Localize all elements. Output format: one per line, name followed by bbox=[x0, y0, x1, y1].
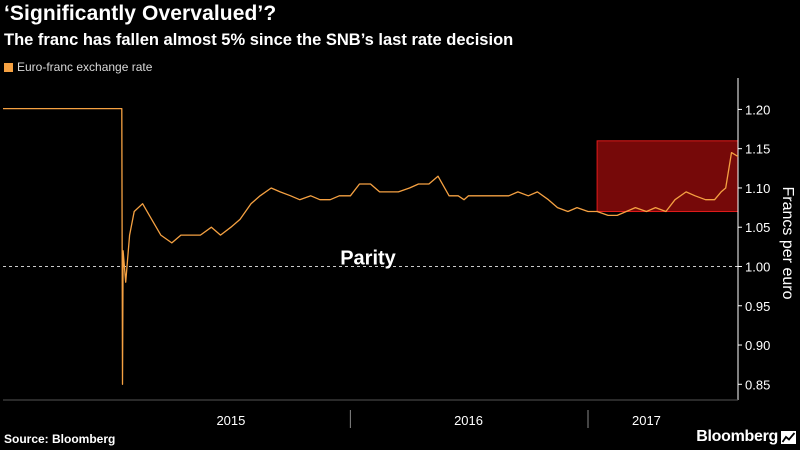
x-tick-label: 2016 bbox=[454, 413, 483, 428]
brand-logo: Bloomberg bbox=[696, 428, 778, 445]
y-tick-label: 1.00 bbox=[745, 259, 770, 274]
y-tick-label: 1.10 bbox=[745, 181, 770, 196]
y-axis-title: Francs per euro bbox=[779, 187, 796, 300]
x-tick-label: 2015 bbox=[216, 413, 245, 428]
highlight-box bbox=[596, 140, 739, 213]
y-tick-label: 0.85 bbox=[745, 377, 770, 392]
y-tick-label: 0.95 bbox=[745, 299, 770, 314]
series-line bbox=[3, 107, 739, 385]
parity-label: Parity bbox=[340, 247, 396, 269]
legend-label: Euro-franc exchange rate bbox=[17, 60, 153, 74]
y-tick-label: 1.15 bbox=[745, 142, 770, 157]
source-note: Source: Bloomberg bbox=[4, 432, 116, 446]
bloomberg-mark-icon bbox=[781, 431, 796, 444]
y-tick-label: 1.05 bbox=[745, 220, 770, 235]
y-tick-label: 1.20 bbox=[745, 102, 770, 117]
chart-title: ‘Significantly Overvalued’? bbox=[4, 2, 277, 25]
chart-subtitle: The franc has fallen almost 5% since the… bbox=[4, 31, 514, 49]
legend-swatch bbox=[4, 62, 13, 72]
legend: Euro-franc exchange rate bbox=[4, 60, 152, 74]
y-tick-label: 0.90 bbox=[745, 338, 770, 353]
x-tick-label: 2017 bbox=[632, 413, 661, 428]
